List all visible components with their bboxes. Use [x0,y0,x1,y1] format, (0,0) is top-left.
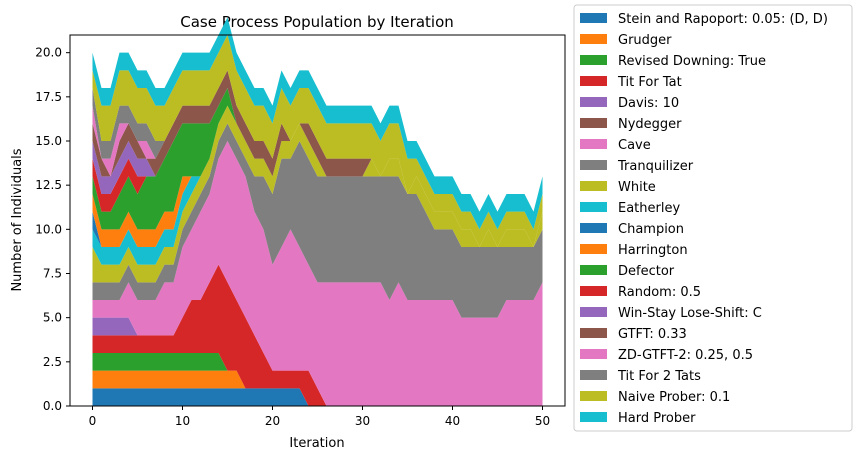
legend-label-grudger: Grudger [618,33,672,48]
x-tick-label: 50 [535,414,550,428]
area-cave [92,141,543,406]
legend-swatch-hard-prober [580,412,607,422]
y-tick-label: 5.0 [43,311,62,325]
legend-swatch-gtft-0-33 [580,328,607,338]
legend: Stein and Rapoport: 0.05: (D, D) Grudger R… [573,4,853,432]
legend-swatch-tit-for-tat [580,76,607,86]
legend-label-tit-for-2-tats: Tit For 2 Tats [617,369,701,384]
y-tick-label: 10.0 [35,222,62,236]
area-gtft-0-33 [92,70,543,247]
legend-label-cave: Cave [618,138,651,153]
legend-label-tranquilizer: Tranquilizer [617,159,694,174]
area-revised-downing-true [92,353,543,406]
legend-label-gtft-0-33: GTFT: 0.33 [618,327,687,342]
legend-swatch-random-0-5 [580,286,607,296]
legend-items: Stein and Rapoport: 0.05: (D, D) Grudger R… [580,12,828,426]
x-tick-label: 20 [265,414,280,428]
legend-swatch-harrington [580,244,607,254]
legend-swatch-tit-for-2-tats [580,370,607,380]
legend-swatch-defector [580,265,607,275]
legend-swatch-naive-prober-0-1 [580,391,607,401]
legend-swatch-grudger [580,34,607,44]
y-tick-label: 2.5 [43,355,62,369]
legend-swatch-stein-and-rapoport-0-05-d-d [580,13,607,23]
x-tick-label: 30 [355,414,370,428]
y-tick-label: 20.0 [35,46,62,60]
legend-swatch-cave [580,139,607,149]
y-axis-label: Number of Individuals [10,148,25,291]
y-tick-label: 12.5 [35,178,62,192]
legend-label-zd-gtft-2-0-25-0-5: ZD-GTFT-2: 0.25, 0.5 [618,348,753,363]
y-axis: 0.0 2.5 5.0 7.5 10.0 12.5 15.0 17.5 20.0 [35,46,70,413]
area-tranquilizer [92,123,543,318]
legend-swatch-nydegger [580,118,607,128]
area-layer [92,17,543,406]
legend-label-champion: Champion [618,222,684,237]
x-axis-label: Iteration [289,436,344,451]
legend-label-harrington: Harrington [618,243,688,258]
legend-frame [573,4,853,432]
legend-label-tit-for-tat: Tit For Tat [617,75,682,90]
y-tick-label: 17.5 [35,90,62,104]
legend-label-win-stay-lose-shift-c: Win-Stay Lose-Shift: C [618,306,762,321]
legend-swatch-zd-gtft-2-0-25-0-5 [580,349,607,359]
y-tick-label: 15.0 [35,134,62,148]
chart-title: Case Process Population by Iteration [180,13,454,31]
legend-label-white: White [618,180,656,195]
legend-swatch-revised-downing-true [580,55,607,65]
legend-label-defector: Defector [618,264,675,279]
y-tick-label: 0.0 [43,399,62,413]
y-tick-label: 7.5 [43,267,62,281]
x-axis: 0 10 20 30 40 50 [89,406,550,428]
area-hard-prober [92,17,543,230]
legend-label-hard-prober: Hard Prober [618,411,696,426]
legend-label-nydegger: Nydegger [618,117,682,132]
area-defector [92,88,543,247]
x-tick-label: 0 [89,414,97,428]
area-harrington [92,105,543,247]
legend-label-revised-downing-true: Revised Downing: True [618,54,766,69]
legend-swatch-white [580,181,607,191]
legend-label-naive-prober-0-1: Naive Prober: 0.1 [618,390,730,405]
x-tick-label: 40 [445,414,460,428]
area-tit-for-tat [92,264,543,406]
legend-swatch-champion [580,223,607,233]
legend-label-eatherley: Eatherley [618,201,680,216]
x-tick-label: 10 [175,414,190,428]
area-naive-prober-0-1 [92,35,543,247]
legend-swatch-eatherley [580,202,607,212]
legend-swatch-davis-10 [580,97,607,107]
legend-label-random-0-5: Random: 0.5 [618,285,701,300]
legend-label-davis-10: Davis: 10 [618,96,679,111]
area-grudger [92,370,543,406]
legend-swatch-tranquilizer [580,160,607,170]
area-eatherley [92,105,543,265]
area-stein-and-rapoport-0-05-d-d [92,388,543,406]
plot-frame [69,34,566,407]
legend-label-stein-and-rapoport-0-05-d-d: Stein and Rapoport: 0.05: (D, D) [618,12,828,27]
legend-swatch-win-stay-lose-shift-c [580,307,607,317]
